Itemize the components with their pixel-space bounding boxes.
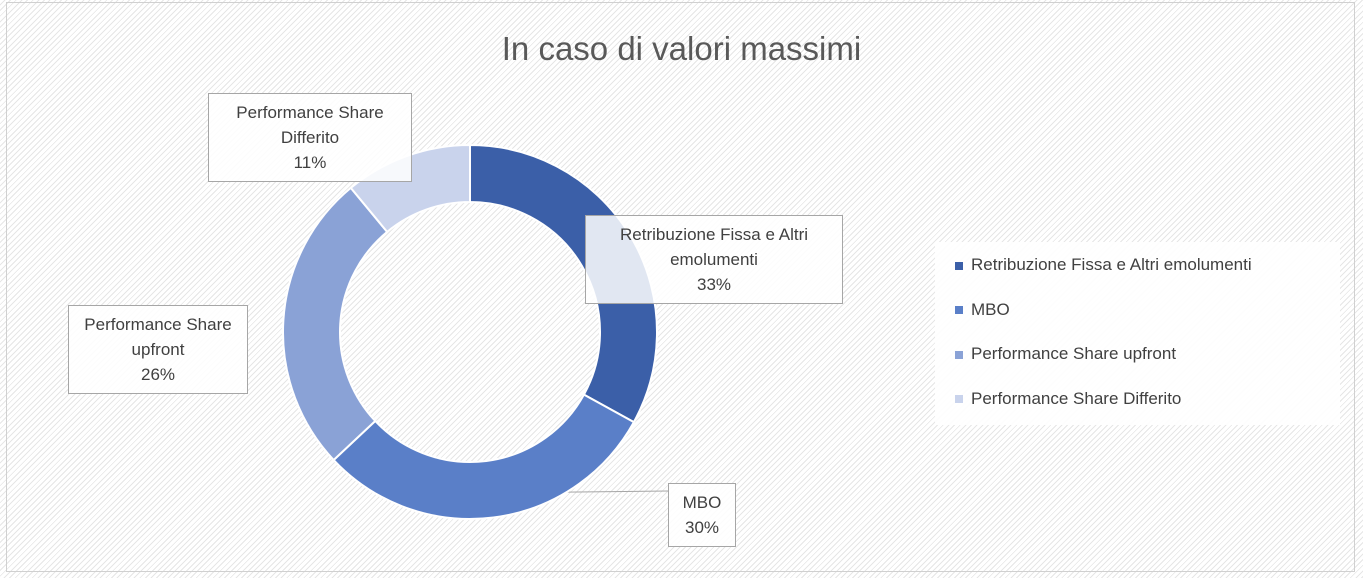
- chart-title: In caso di valori massimi: [501, 30, 862, 67]
- legend-label: Performance Share Differito: [971, 388, 1182, 408]
- donut-slice: [332, 393, 636, 520]
- legend-swatch: [955, 261, 963, 270]
- legend-item: MBO: [955, 300, 1010, 320]
- data-label-category: Retribuzione Fissa e Altri emolumenti: [619, 225, 809, 269]
- legend-item: Performance Share upfront: [955, 344, 1176, 364]
- data-label-value: 33%: [696, 275, 732, 294]
- data-label: Performance Share Differito 11%: [208, 93, 412, 182]
- legend-swatch: [955, 395, 963, 404]
- data-label: Retribuzione Fissa e Altri emolumenti 33%: [585, 215, 843, 304]
- data-label-category: Performance Share Differito: [236, 103, 384, 147]
- legend-swatch: [955, 350, 963, 359]
- legend-swatch: [955, 306, 963, 315]
- legend-item: Retribuzione Fissa e Altri emolumenti: [955, 255, 1252, 275]
- data-label: MBO 30%: [668, 483, 736, 547]
- data-label-value: 11%: [293, 153, 327, 172]
- data-label-value: 30%: [684, 518, 720, 537]
- legend-item: Performance Share Differito: [955, 389, 1181, 409]
- legend: Retribuzione Fissa e Altri emolumenti MBO…: [935, 242, 1340, 425]
- legend-label: Retribuzione Fissa e Altri emolumenti: [971, 255, 1252, 274]
- data-label-category: Performance Share upfront: [84, 315, 232, 359]
- data-label-value: 26%: [140, 365, 176, 384]
- data-label-category: MBO: [682, 493, 722, 512]
- donut-slice: [282, 186, 389, 462]
- donut-slice: [469, 143, 658, 424]
- legend-label: Performance Share upfront: [971, 344, 1177, 363]
- chart-frame: [6, 2, 1355, 572]
- legend-label: MBO: [971, 299, 1010, 319]
- data-label: Performance Share upfront 26%: [68, 305, 248, 394]
